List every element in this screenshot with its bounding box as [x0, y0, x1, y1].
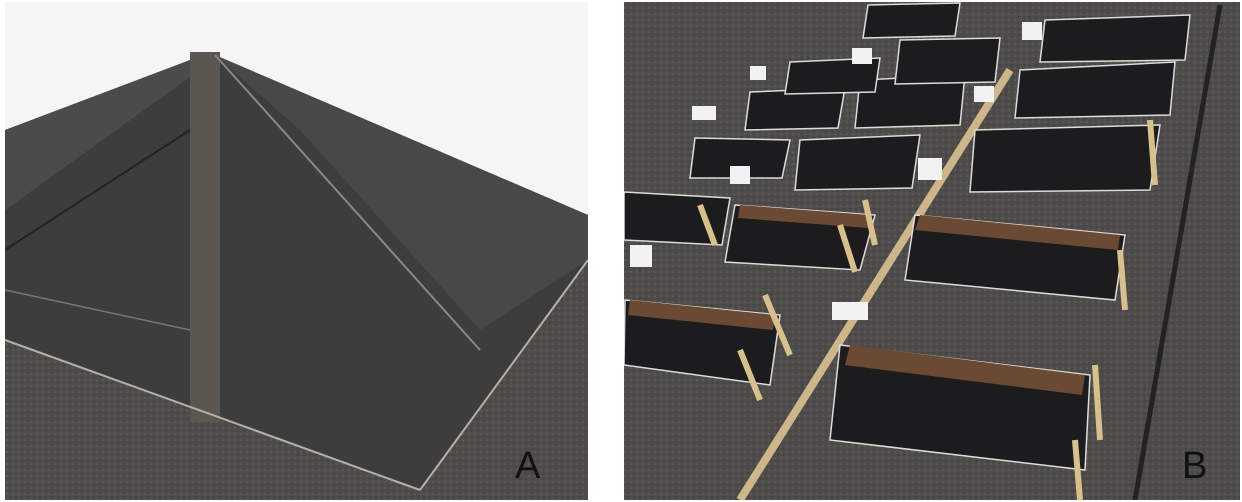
panel-label: A — [515, 445, 541, 487]
panel-label: B — [1182, 445, 1207, 487]
photo-a — [5, 2, 588, 500]
photo-b — [624, 2, 1240, 500]
